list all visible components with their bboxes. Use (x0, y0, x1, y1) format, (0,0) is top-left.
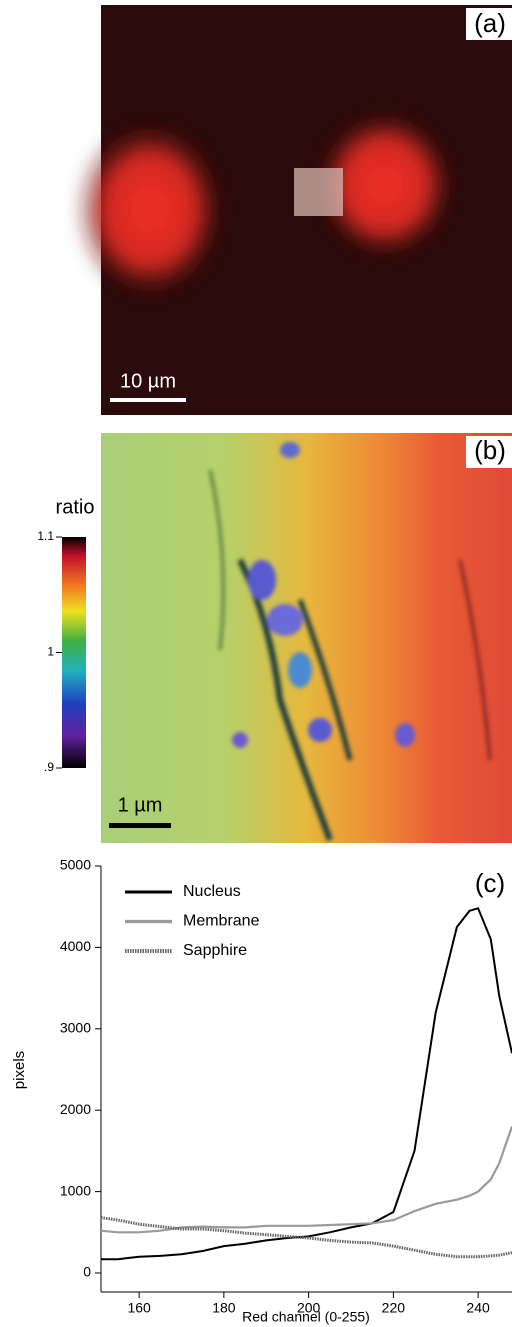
colorbar (62, 537, 86, 768)
series-line (101, 908, 512, 1259)
panel-b: 1 µm (b) ratio 1.1 1 .9 (37, 433, 512, 843)
x-tick-label: 200 (297, 1300, 321, 1316)
y-tick-label: 1000 (60, 1182, 91, 1198)
scale-label: 1 µm (118, 794, 163, 816)
panel-label: (a) (474, 8, 506, 38)
scale-bar (110, 398, 186, 402)
y-tick-label: 3000 (60, 1020, 91, 1036)
figure: 10 µm (a) 1 µm (b) ratio 1.11.9 (c) Red (0, 0, 512, 1327)
x-tick-label: 220 (382, 1300, 406, 1316)
colorbar-tick-label: 1 (47, 645, 54, 659)
legend-label: Nucleus (183, 883, 241, 900)
colorbar-title: ratio (56, 496, 95, 518)
x-tick-label: 180 (212, 1300, 236, 1316)
colorbar-tick-label: .9 (44, 760, 54, 774)
y-axis-label: pixels (11, 1051, 28, 1089)
scale-bar (109, 823, 171, 828)
y-tick-label: 5000 (60, 857, 91, 873)
x-tick-label: 240 (466, 1300, 490, 1316)
y-tick-label: 2000 (60, 1101, 91, 1117)
y-tick-label: 0 (83, 1264, 91, 1280)
roi-square (294, 168, 343, 216)
panel-label: (b) (474, 435, 506, 465)
scale-label: 10 µm (120, 370, 176, 392)
y-tick-label: 4000 (60, 938, 91, 954)
panel-a: 10 µm (a) (75, 5, 512, 415)
cell (75, 120, 225, 300)
colorbar-ticks: 1.1 1 .9 (37, 529, 62, 774)
legend-label: Sapphire (183, 942, 247, 959)
panel-label: (c) (475, 868, 505, 898)
legend-label: Membrane (183, 913, 260, 930)
series-line (101, 1127, 512, 1233)
panel-c: (c) Red channel (0-255) pixels 010002000… (11, 857, 512, 1325)
colorbar-tick-label: 1.1 (37, 529, 54, 543)
x-tick-label: 160 (127, 1300, 151, 1316)
